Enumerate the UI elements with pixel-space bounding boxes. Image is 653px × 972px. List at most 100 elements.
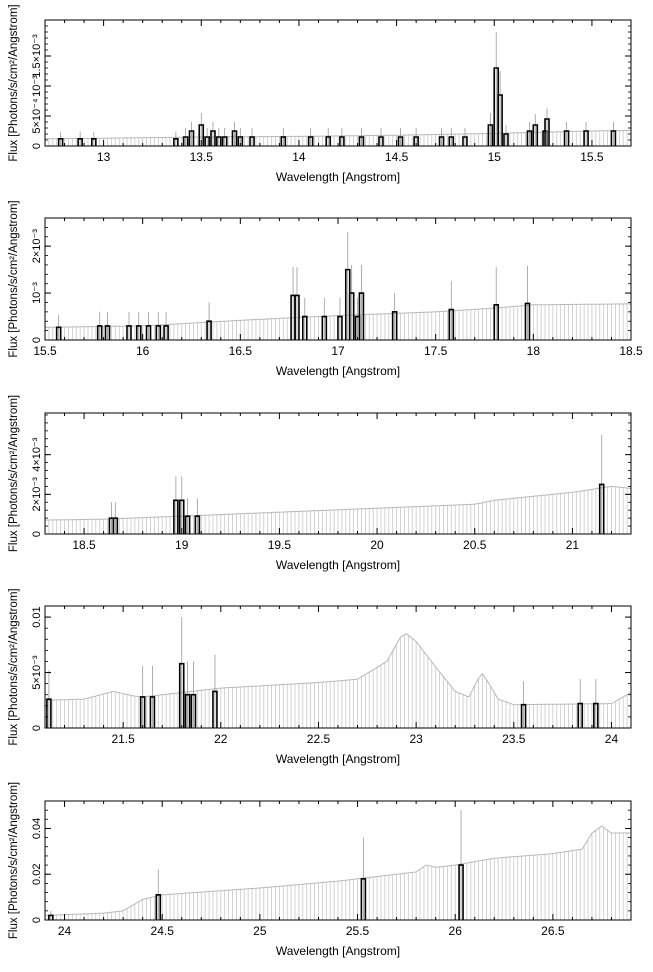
data-bin	[139, 696, 146, 728]
x-tick-label: 19	[175, 538, 189, 552]
data-bin	[182, 136, 189, 146]
x-axis-label: Wavelength [Angstrom]	[276, 364, 400, 378]
chart-panel-3: 18.5 19 19.5 20 20.5 21 0 2×10⁻³ 4×10⁻³ Wavelengt…	[8, 395, 632, 572]
plot-frame	[44, 19, 632, 147]
data-bin	[503, 133, 509, 146]
data-bin	[294, 294, 300, 340]
x-axis-label: Wavelength [Angstrom]	[276, 170, 400, 184]
x-tick-label: 18.5	[72, 538, 96, 552]
x-tick-label: 20.5	[463, 538, 487, 552]
x-tick-label: 21.5	[111, 732, 135, 746]
y-tick-label: 0	[31, 531, 43, 537]
x-tick-label: 22.5	[307, 732, 331, 746]
model-spectrum	[44, 825, 632, 920]
data-bin	[413, 136, 419, 146]
data-bin	[126, 325, 132, 340]
data-bin	[91, 138, 97, 146]
observed-data	[108, 434, 605, 534]
observed-data	[57, 32, 617, 146]
observed-data	[48, 810, 464, 920]
data-bin	[188, 130, 195, 146]
data-bin	[194, 515, 201, 534]
data-bin	[112, 517, 119, 534]
data-bin	[348, 292, 355, 340]
x-tick-label: 26.5	[541, 924, 565, 938]
x-tick-label: 15	[488, 150, 502, 164]
model-spectrum	[44, 633, 632, 728]
x-tick-label: 21	[566, 538, 580, 552]
y-tick-label: 0.01	[31, 606, 43, 627]
x-tick-label: 15.5	[33, 344, 57, 358]
data-bin	[249, 136, 255, 146]
data-bin	[163, 325, 169, 340]
y-tick-label: 10⁻³	[31, 75, 43, 97]
x-tick-label: 17.5	[424, 344, 448, 358]
y-tick-label: 2×10⁻³	[31, 229, 43, 264]
data-bin	[221, 136, 228, 146]
data-bin	[462, 136, 468, 146]
data-bin	[532, 124, 539, 146]
y-axis-label: Flux [Photons/s/cm²/Angstrom]	[8, 588, 20, 745]
data-bin	[358, 136, 365, 146]
data-bin	[77, 138, 83, 146]
x-tick-label: 24.5	[151, 924, 175, 938]
y-tick-label: 10⁻³	[31, 282, 43, 304]
data-bin	[544, 118, 550, 146]
data-bin	[438, 136, 445, 146]
model-envelope	[45, 303, 631, 328]
data-bin	[497, 94, 503, 146]
x-tick-label: 24	[58, 924, 72, 938]
y-axis-label: Flux [Photons/s/cm²/Angstrom]	[8, 200, 20, 357]
data-bin	[448, 136, 455, 146]
x-axis-label: Wavelength [Angstrom]	[276, 558, 400, 572]
x-tick-label: 24	[605, 732, 619, 746]
chart-panel-4: 21.5 22 22.5 23 23.5 24 0 5×10⁻³ 0.01 Wavelength …	[8, 588, 632, 766]
data-bin	[360, 878, 367, 920]
data-bin	[280, 136, 287, 146]
data-bin	[135, 325, 142, 340]
y-tick-label: 4×10⁻³	[31, 437, 43, 472]
model-envelope	[44, 825, 631, 916]
data-bin	[237, 136, 244, 146]
data-bin	[155, 325, 162, 340]
chart-panel-5: 24 24.5 25 25.5 26 26.5 0 0.02 0.04 Wavelength [A…	[8, 782, 632, 958]
data-bin	[48, 914, 54, 920]
data-bin	[577, 702, 584, 728]
data-bin	[598, 483, 605, 534]
chart-panel-1: 13 13.5 14 14.5 15 15.5 0 5×10⁻⁴10⁻³1.5×10⁻³ Wav…	[8, 4, 632, 184]
x-axis-label: Wavelength [Angstrom]	[276, 752, 400, 766]
x-tick-label: 16.5	[229, 344, 253, 358]
data-bin	[210, 130, 216, 146]
data-bin	[307, 136, 314, 146]
data-bin	[458, 864, 464, 920]
data-bin	[231, 130, 238, 146]
observed-data	[46, 617, 599, 728]
data-bin	[149, 696, 156, 728]
data-bin	[563, 130, 570, 146]
data-bin	[216, 136, 222, 146]
data-bin	[524, 302, 531, 340]
y-axis-label: Flux [Photons/s/cm²/Angstrom]	[8, 395, 20, 552]
data-bin	[487, 124, 494, 146]
data-bin	[184, 515, 191, 534]
y-tick-label: 2×10⁻³	[31, 477, 43, 512]
data-bin	[378, 136, 384, 146]
data-bin	[155, 894, 162, 920]
x-axis-label: Wavelength [Angstrom]	[276, 944, 400, 958]
x-tick-label: 25	[253, 924, 267, 938]
y-tick-label: 0.04	[31, 818, 43, 839]
y-tick-label: 0	[31, 337, 43, 343]
data-bin	[391, 311, 398, 340]
data-bin	[325, 136, 332, 146]
data-bin	[520, 703, 527, 728]
data-bin	[46, 698, 52, 728]
data-bin	[610, 130, 617, 146]
y-tick-label: 0.02	[31, 864, 43, 885]
model-spectrum	[44, 485, 632, 534]
x-tick-label: 18	[527, 344, 541, 358]
x-tick-label: 15.5	[580, 150, 604, 164]
data-bin	[206, 320, 212, 340]
data-bin	[173, 499, 179, 534]
x-tick-label: 20	[370, 538, 384, 552]
